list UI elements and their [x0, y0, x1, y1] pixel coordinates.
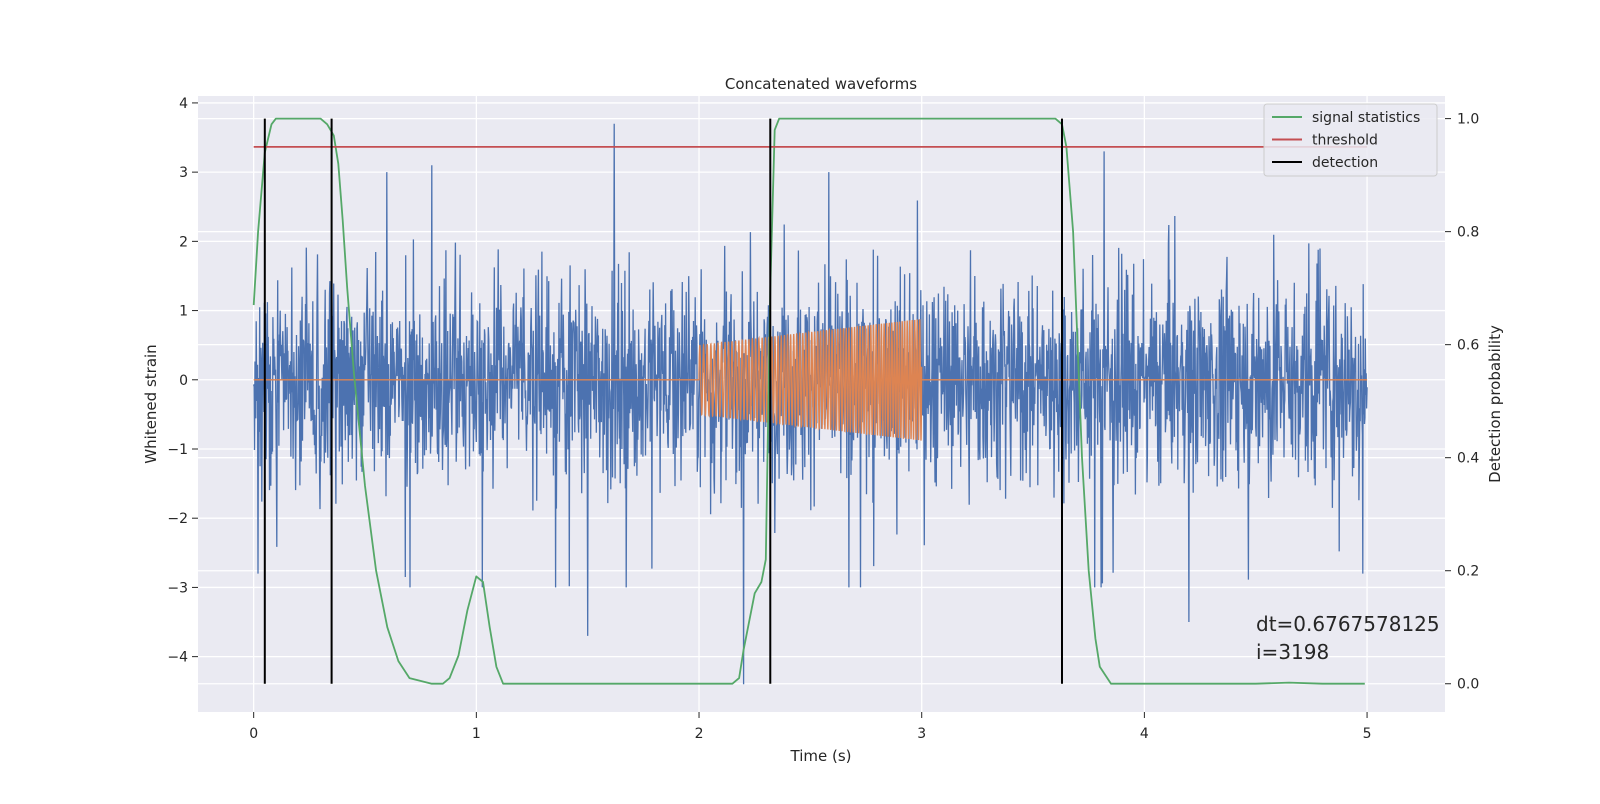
y2-tick-label: 1.0: [1457, 112, 1479, 128]
legend-box: [1263, 103, 1438, 177]
legend: signal statistics threshold detection: [1263, 103, 1438, 177]
x-tick-label: 3: [917, 726, 926, 742]
x-axis-label: Time (s): [790, 747, 852, 765]
chart-title: Concatenated waveforms: [725, 75, 917, 93]
y-tick-label: 1: [179, 304, 188, 320]
injection-series-line: [253, 319, 1368, 441]
y2-tick-label: 0.2: [1457, 564, 1479, 580]
legend-label: detection: [1312, 155, 1378, 171]
x-tick-label: 4: [1140, 726, 1149, 742]
x-tick-label: 2: [695, 726, 704, 742]
legend-label: signal statistics: [1312, 110, 1420, 126]
y2-tick-label: 0.6: [1457, 338, 1479, 354]
y-tick-label: −3: [167, 580, 188, 596]
y-tick-label: 0: [179, 373, 188, 389]
annotation: dt=0.6767578125 i=3198: [1256, 612, 1440, 664]
y-tick-label: 3: [179, 165, 188, 181]
annotation-line: dt=0.6767578125: [1256, 612, 1440, 636]
series-layer: [252, 117, 1368, 685]
annotation-line: i=3198: [1256, 640, 1329, 664]
plot-content: [252, 117, 1368, 685]
x-tick-label: 1: [472, 726, 481, 742]
y-tick-label: −1: [167, 442, 188, 458]
x-tick-label: 0: [249, 726, 258, 742]
y-tick-label: −2: [167, 511, 188, 527]
y-tick-label: −4: [167, 650, 188, 666]
y2-tick-label: 0.8: [1457, 225, 1479, 241]
y-axis-label: Whitened strain: [142, 344, 160, 463]
x-tick-label: 5: [1363, 726, 1372, 742]
y2-axis-label: Detection probability: [1486, 325, 1504, 483]
axes-layer: 0 1 2 3 4 5 4 3 2 1 0 −1 −2 −3 −4 1.0 0.8 0.6 0.4 0.2 0.0: [167, 96, 1479, 742]
y2-tick-label: 0.4: [1457, 451, 1479, 467]
y-tick-label: 2: [179, 234, 188, 250]
signal-statistics-series-line: [252, 117, 1365, 685]
y-tick-label: 4: [179, 96, 188, 112]
y2-tick-label: 0.0: [1457, 677, 1479, 693]
legend-label: threshold: [1312, 133, 1378, 149]
